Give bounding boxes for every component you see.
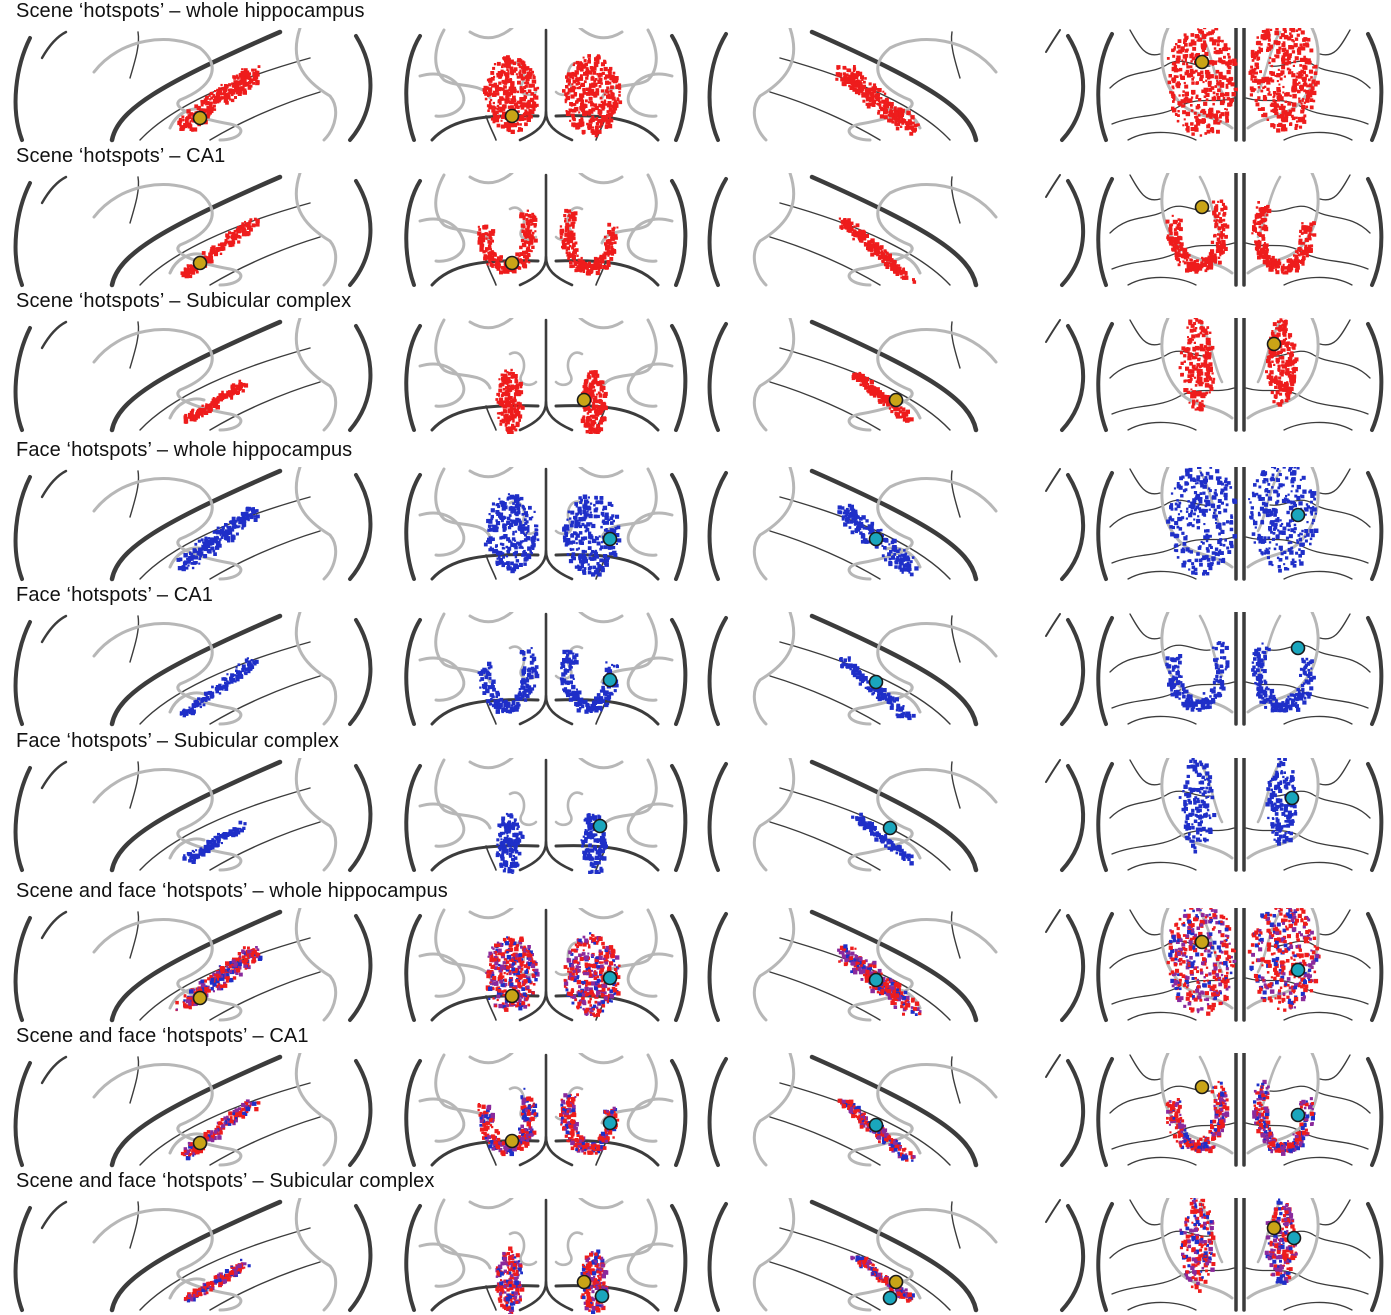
coronal-outline: [1098, 467, 1381, 579]
brain-panels: [0, 173, 1391, 289]
face-peak-marker: [604, 1117, 617, 1130]
scene-peak-marker: [1196, 56, 1209, 69]
row-title: Face ‘hotspots’ – whole hippocampus: [16, 439, 352, 461]
coronal-outline: [1098, 1053, 1381, 1165]
scene-peak-marker: [578, 1276, 591, 1289]
face-peak-marker: [1286, 792, 1299, 805]
brain-panels: [0, 612, 1391, 728]
scene-peak-marker: [1196, 1081, 1209, 1094]
face-peak-marker: [884, 822, 897, 835]
row-title: Scene and face ‘hotspots’ – Subicular co…: [16, 1170, 434, 1192]
face-peak-marker: [604, 972, 617, 985]
figure-row-6: Face ‘hotspots’ – Subicular complex: [0, 730, 1391, 875]
face-peak-marker: [870, 974, 883, 987]
face-peak-marker: [870, 676, 883, 689]
hotspot-cluster: [1248, 467, 1318, 573]
row-title: Face ‘hotspots’ – Subicular complex: [16, 730, 339, 752]
axial-outline: [406, 758, 685, 870]
brain-panels: [0, 1198, 1391, 1314]
axial-outline: [406, 467, 685, 579]
hotspot-cluster: [180, 657, 259, 717]
scene-peak-marker: [506, 257, 519, 270]
hotspot-cluster: [184, 1259, 251, 1303]
coronal-outline: [1098, 173, 1381, 285]
figure-row-5: Face ‘hotspots’ – CA1: [0, 584, 1391, 729]
figure-row-9: Scene and face ‘hotspots’ – Subicular co…: [0, 1170, 1391, 1315]
figure-row-8: Scene and face ‘hotspots’ – CA1: [0, 1025, 1391, 1170]
coronal-outline: [1098, 1198, 1381, 1310]
hotspot-cluster: [1248, 908, 1321, 1012]
axial-outline: [406, 28, 685, 140]
scene-peak-marker: [506, 110, 519, 123]
face-peak-marker: [870, 533, 883, 546]
axial-outline: [406, 173, 685, 285]
face-peak-marker: [1292, 1109, 1305, 1122]
brain-panels: [0, 908, 1391, 1024]
axial-outline: [406, 612, 685, 724]
row-title: Scene ‘hotspots’ – CA1: [16, 145, 225, 167]
coronal-outline: [1098, 908, 1381, 1020]
face-peak-marker: [1292, 642, 1305, 655]
brain-panels: [0, 318, 1391, 434]
row-title: Scene and face ‘hotspots’ – whole hippoc…: [16, 880, 448, 902]
hotspot-cluster: [1167, 908, 1237, 1016]
brain-panels: [0, 1053, 1391, 1169]
face-peak-marker: [596, 1290, 609, 1303]
row-title: Scene ‘hotspots’ – Subicular complex: [16, 290, 351, 312]
hotspot-cluster: [1249, 28, 1320, 133]
figure-row-2: Scene ‘hotspots’ – CA1: [0, 145, 1391, 290]
axial-outline: [406, 1198, 685, 1310]
hotspot-cluster: [560, 209, 619, 276]
scene-peak-marker: [578, 394, 591, 407]
axial-outline: [406, 908, 685, 1020]
brain-panels: [0, 467, 1391, 583]
face-peak-marker: [604, 674, 617, 687]
coronal-outline: [1098, 28, 1381, 140]
brain-panels: [0, 758, 1391, 874]
scene-peak-marker: [194, 112, 207, 125]
scene-peak-marker: [890, 1276, 903, 1289]
scene-peak-marker: [1196, 936, 1209, 949]
sagittal-left-outline: [16, 758, 371, 870]
face-peak-marker: [870, 1119, 883, 1132]
scene-peak-marker: [1268, 338, 1281, 351]
face-peak-marker: [604, 533, 617, 546]
face-peak-marker: [594, 820, 607, 833]
figure-row-4: Face ‘hotspots’ – whole hippocampus: [0, 439, 1391, 584]
row-title: Scene ‘hotspots’ – whole hippocampus: [16, 0, 365, 22]
hotspot-cluster: [851, 813, 914, 866]
hotspot-cluster: [1165, 641, 1229, 712]
hotspot-cluster: [181, 1099, 261, 1160]
sagittal-left-outline: [16, 28, 371, 140]
figure-row-3: Scene ‘hotspots’ – Subicular complex: [0, 290, 1391, 435]
figure-row-7: Scene and face ‘hotspots’ – whole hippoc…: [0, 880, 1391, 1025]
hotspot-cluster: [1167, 28, 1238, 137]
scene-peak-marker: [1196, 201, 1209, 214]
hotspot-cluster: [850, 1255, 915, 1303]
scene-peak-marker: [506, 1135, 519, 1148]
scene-peak-marker: [506, 990, 519, 1003]
face-peak-marker: [1292, 509, 1305, 522]
coronal-outline: [1098, 318, 1381, 430]
face-peak-marker: [1292, 964, 1305, 977]
scene-peak-marker: [1268, 1222, 1281, 1235]
figure-row-1: Scene ‘hotspots’ – whole hippocampus: [0, 0, 1391, 145]
coronal-outline: [1098, 758, 1381, 870]
face-peak-marker: [884, 1292, 897, 1305]
coronal-outline: [1098, 612, 1381, 724]
scene-peak-marker: [194, 1137, 207, 1150]
axial-outline: [406, 318, 685, 430]
scene-peak-marker: [194, 257, 207, 270]
axial-outline: [406, 1053, 685, 1165]
scene-peak-marker: [890, 394, 903, 407]
hotspot-cluster: [181, 218, 260, 279]
hotspot-cluster: [1166, 467, 1237, 576]
hotspot-cluster: [1179, 758, 1217, 854]
row-title: Face ‘hotspots’ – CA1: [16, 584, 213, 606]
row-title: Scene and face ‘hotspots’ – CA1: [16, 1025, 309, 1047]
brain-panels: [0, 28, 1391, 144]
scene-peak-marker: [194, 992, 207, 1005]
face-peak-marker: [1288, 1232, 1301, 1245]
